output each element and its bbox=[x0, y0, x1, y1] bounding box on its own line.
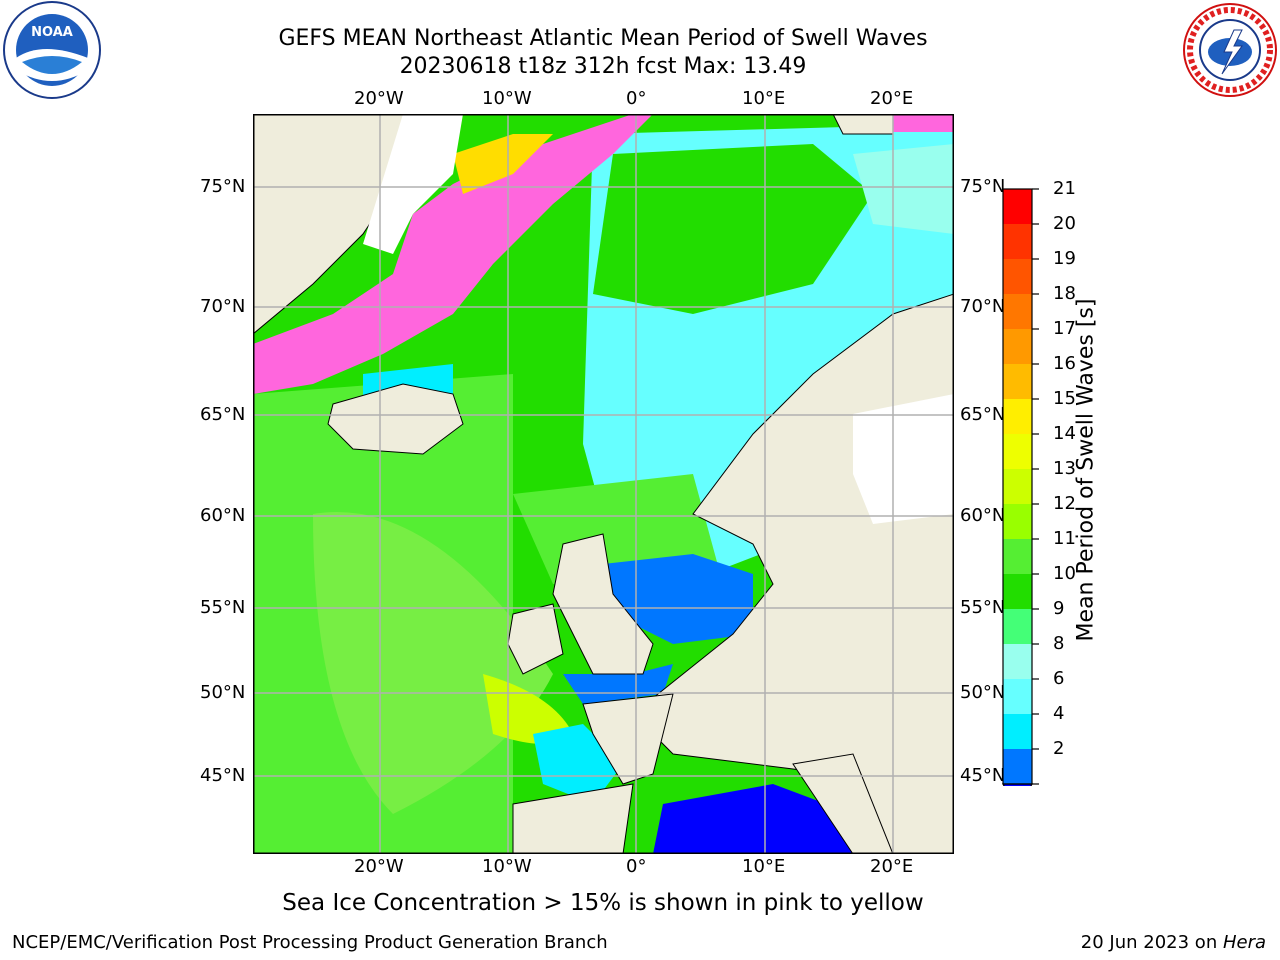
lon-label-top-20w: 20°W bbox=[354, 88, 404, 109]
colorbar-tick-label: 4 bbox=[1053, 703, 1065, 724]
colorbar bbox=[1002, 188, 1039, 786]
colorbar-segment bbox=[1003, 259, 1032, 294]
map-panel bbox=[253, 114, 954, 854]
chart-title: GEFS MEAN Northeast Atlantic Mean Period… bbox=[278, 26, 928, 51]
footer-host: Hera bbox=[1222, 932, 1266, 953]
colorbar-segment bbox=[1003, 329, 1032, 364]
noaa-logo-text: NOAA bbox=[31, 25, 73, 40]
lon-label-bottom-20w: 20°W bbox=[354, 856, 404, 877]
colorbar-tick-label: 9 bbox=[1053, 598, 1065, 619]
lon-label-top-20e: 20°E bbox=[870, 88, 914, 109]
ocean-midlat-swell bbox=[313, 512, 553, 814]
colorbar-tick-label: 11 bbox=[1053, 528, 1076, 549]
ireland-land bbox=[507, 603, 564, 675]
colorbar-tick-label: 10 bbox=[1053, 563, 1076, 584]
lat-label-left-55n: 55°N bbox=[200, 597, 246, 618]
colorbar-tick-label: 17 bbox=[1053, 318, 1076, 339]
colorbar-tick-label: 20 bbox=[1053, 213, 1076, 234]
lat-label-left-65n: 65°N bbox=[200, 404, 246, 425]
footer-date: 20 Jun 2023 on Hera bbox=[1081, 932, 1266, 953]
map-grid bbox=[253, 114, 954, 854]
footer-branch: NCEP/EMC/Verification Post Processing Pr… bbox=[12, 932, 608, 953]
greenland-land bbox=[253, 114, 404, 335]
greenland-ice-white bbox=[363, 114, 463, 254]
colorbar-frame bbox=[1002, 188, 1033, 785]
sea-ice-edge bbox=[453, 134, 553, 194]
colorbar-tick-label: 18 bbox=[1053, 283, 1076, 304]
lat-label-right-55n: 55°N bbox=[960, 597, 1006, 618]
colorbar-tick-label: 13 bbox=[1053, 458, 1076, 479]
ocean-biscay-high bbox=[483, 674, 573, 744]
ocean-north-sea bbox=[603, 554, 753, 644]
lat-label-right-60n: 60°N bbox=[960, 505, 1006, 526]
sea-ice-note: Sea Ice Concentration > 15% is shown in … bbox=[282, 890, 924, 916]
footer-date-text: 20 Jun 2023 on bbox=[1080, 932, 1223, 953]
lon-label-top-0: 0° bbox=[626, 88, 647, 109]
colorbar-segment bbox=[1003, 469, 1032, 504]
colorbar-tick-label: 2 bbox=[1053, 738, 1065, 759]
ocean-mediterranean bbox=[653, 784, 893, 854]
ocean-barents-sea bbox=[853, 144, 954, 234]
colorbar-segment bbox=[1003, 679, 1032, 714]
svalbard-land bbox=[832, 114, 894, 135]
colorbar-tick-label: 6 bbox=[1053, 668, 1065, 689]
lat-label-right-70n: 70°N bbox=[960, 296, 1006, 317]
colorbar-tick-label: 14 bbox=[1053, 423, 1076, 444]
sea-ice-svalbard bbox=[883, 114, 954, 132]
map-frame bbox=[253, 114, 954, 854]
lon-label-top-10e: 10°E bbox=[742, 88, 786, 109]
colorbar-segment bbox=[1003, 364, 1032, 399]
lat-label-left-50n: 50°N bbox=[200, 682, 246, 703]
lat-label-left-45n: 45°N bbox=[200, 765, 246, 786]
colorbar-segment bbox=[1003, 714, 1032, 749]
chart-subtitle: 20230618 t18z 312h fcst Max: 13.49 bbox=[399, 54, 807, 79]
sea-ice-band bbox=[253, 114, 653, 394]
sweden-finland-white bbox=[853, 394, 954, 524]
colorbar-label: Mean Period of Swell Waves [s] bbox=[1073, 298, 1099, 642]
lat-label-right-65n: 65°N bbox=[960, 404, 1006, 425]
lon-label-top-10w: 10°W bbox=[482, 88, 532, 109]
colorbar-segment bbox=[1003, 399, 1032, 434]
colorbar-segment bbox=[1003, 504, 1032, 539]
colorbar-segment bbox=[1003, 574, 1032, 609]
colorbar-tick-label: 16 bbox=[1053, 353, 1076, 374]
lat-label-left-75n: 75°N bbox=[200, 176, 246, 197]
colorbar-tick-label: 8 bbox=[1053, 633, 1065, 654]
italy-land bbox=[792, 753, 894, 854]
colorbar-tick-label: 12 bbox=[1053, 493, 1076, 514]
lon-label-bottom-10w: 10°W bbox=[482, 856, 532, 877]
colorbar-segment bbox=[1003, 434, 1032, 469]
colorbar-tick-label: 21 bbox=[1053, 178, 1076, 199]
france-land bbox=[582, 693, 674, 785]
lat-label-left-60n: 60°N bbox=[200, 505, 246, 526]
colorbar-tick-label: 19 bbox=[1053, 248, 1076, 269]
colorbar-tick-label: 15 bbox=[1053, 388, 1076, 409]
lat-label-right-75n: 75°N bbox=[960, 176, 1006, 197]
iceland-land bbox=[327, 383, 464, 455]
colorbar-segment bbox=[1003, 189, 1032, 224]
colorbar-segment bbox=[1003, 749, 1032, 784]
colorbar-segment bbox=[1003, 644, 1032, 679]
noaa-logo: NOAA bbox=[2, 0, 102, 100]
colorbar-segment bbox=[1003, 539, 1032, 574]
lon-label-bottom-10e: 10°E bbox=[742, 856, 786, 877]
lon-label-bottom-20e: 20°E bbox=[870, 856, 914, 877]
lat-label-right-50n: 50°N bbox=[960, 682, 1006, 703]
lat-label-right-45n: 45°N bbox=[960, 765, 1006, 786]
ocean-english-channel bbox=[563, 664, 673, 704]
colorbar-segment bbox=[1003, 294, 1032, 329]
nws-logo bbox=[1180, 0, 1280, 100]
colorbar-segment bbox=[1003, 224, 1032, 259]
iberia-land bbox=[512, 783, 634, 854]
lon-label-bottom-0: 0° bbox=[626, 856, 647, 877]
colorbar-segment bbox=[1003, 609, 1032, 644]
lat-label-left-70n: 70°N bbox=[200, 296, 246, 317]
